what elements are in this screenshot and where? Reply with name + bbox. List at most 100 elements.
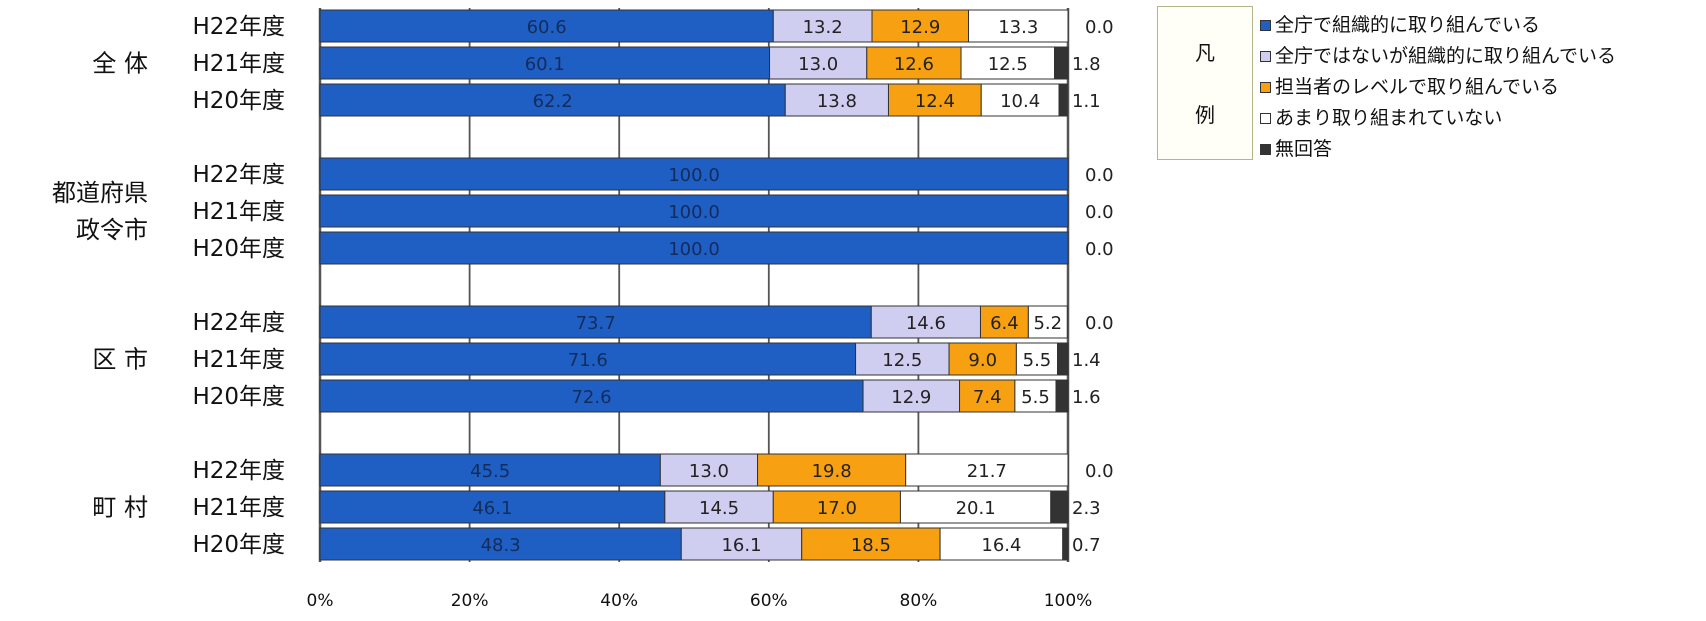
legend-swatch [1260,82,1271,93]
bar-segment-5 [1055,379,1069,413]
data-label: 100.0 [668,239,720,260]
data-label: 100.0 [668,202,720,223]
row-label: H21年度 [192,347,285,373]
legend-title-box: 凡 例 [1157,6,1253,160]
bar-segment-2 [664,490,774,524]
legend-label: あまり取り組まれていない [1275,107,1503,129]
bar-segment-2 [870,305,981,339]
bar-segment-5 [1062,527,1069,561]
data-label: 7.4 [973,387,1002,408]
data-label: 46.1 [472,498,512,519]
x-tick-label: 60% [750,591,788,611]
bar-segment-2 [769,46,868,80]
legend-swatch [1260,51,1271,62]
row-label: H22年度 [192,458,285,484]
legend-label: 無回答 [1275,138,1333,160]
bar-segment-1 [319,453,661,487]
legend-label: 担当者のレベルで取り組んでいる [1275,76,1560,98]
data-label: 12.5 [988,54,1028,75]
legend-title-line-1: 凡 [1195,41,1215,65]
data-label: 13.0 [689,461,729,482]
data-label: 48.3 [481,535,521,556]
data-label: 13.2 [803,17,843,38]
legend-item: 無回答 [1260,134,1616,165]
bar-segment-1 [319,490,666,524]
data-label-no-answer: 0.0 [1085,461,1114,482]
bar-segment-1 [319,83,786,117]
row-label: H22年度 [192,162,285,188]
legend-swatch [1260,113,1271,124]
legend-item: あまり取り組まれていない [1260,103,1616,134]
bar-segment-1 [319,379,864,413]
bar-segment-1 [319,305,872,339]
data-label: 62.2 [533,91,573,112]
row-label: H20年度 [192,384,285,410]
bar-segment-2 [680,527,803,561]
bar-segment-4 [1027,305,1068,339]
data-label: 73.7 [576,313,616,334]
bar-segment-3 [948,342,1017,376]
x-tick-label: 20% [451,591,489,611]
bar-segment-2 [784,83,889,117]
data-label: 13.0 [798,54,838,75]
data-label-no-answer: 0.0 [1085,17,1114,38]
data-label: 10.4 [1000,91,1040,112]
bar-segment-5 [1050,490,1069,524]
group-label: 都道府県 [52,179,148,207]
data-label: 60.1 [525,54,565,75]
bar-segment-4 [939,527,1064,561]
data-label: 12.9 [900,17,940,38]
legend: 全庁で組織的に取り組んでいる全庁ではないが組織的に取り組んでいる 担当者のレベルで… [1260,10,1616,165]
bar-segment-1 [319,527,682,561]
data-label-no-answer: 1.8 [1072,54,1101,75]
data-label: 12.5 [882,350,922,371]
group-label: 全 体 [92,50,148,78]
data-label: 45.5 [470,461,510,482]
bar-segment-3 [772,490,901,524]
data-label-no-answer: 0.0 [1085,313,1114,334]
row-label: H20年度 [192,88,285,114]
data-label: 72.6 [571,387,611,408]
x-tick-label: 100% [1044,591,1093,611]
bar-segment-1 [319,157,1069,191]
data-label: 5.5 [1023,350,1052,371]
x-tick-label: 0% [307,591,334,611]
legend-swatch [1260,20,1271,31]
data-label: 20.1 [956,498,996,519]
legend-label: 全庁ではないが組織的に取り組んでいる [1275,45,1617,67]
bar-segment-2 [855,342,950,376]
bar-segment-3 [866,46,962,80]
data-label-no-answer: 0.0 [1085,165,1114,186]
bar-segment-5 [1058,83,1068,117]
bar-segment-4 [1015,342,1059,376]
bar-segment-3 [979,305,1029,339]
data-label: 12.9 [891,387,931,408]
stacked-bar-chart: 全 体 H22年度 60.6 13.2 12.9 13.3 0.0 H21年度 60.1 13.0… [52,8,1114,611]
data-label: 12.6 [894,54,934,75]
data-label: 13.8 [817,91,857,112]
bar-segment-3 [959,379,1016,413]
data-label: 16.4 [981,535,1021,556]
data-label-no-answer: 0.7 [1072,535,1101,556]
legend-item: 全庁で組織的に取り組んでいる [1260,10,1616,41]
row-label: H21年度 [192,51,285,77]
row-label: H22年度 [192,310,285,336]
legend-item: 担当者のレベルで取り組んでいる [1260,72,1616,103]
bar-segment-3 [887,83,982,117]
row-label: H22年度 [192,14,285,40]
data-label: 71.6 [568,350,608,371]
bar-segment-2 [772,9,873,43]
legend-title-line-2: 例 [1195,103,1215,127]
data-label-no-answer: 2.3 [1072,498,1101,519]
legend-swatch [1260,144,1271,155]
bar-segment-1 [319,194,1069,228]
data-label-no-answer: 1.1 [1072,91,1101,112]
legend-item: 全庁ではないが組織的に取り組んでいる [1260,41,1616,72]
data-label: 60.6 [527,17,567,38]
bar-segment-1 [319,46,771,80]
data-label: 14.5 [699,498,739,519]
legend-label: 全庁で組織的に取り組んでいる [1275,14,1541,36]
bar-segment-4 [960,46,1056,80]
group-label: 区 市 [92,346,148,374]
bar-segment-4 [968,9,1069,43]
